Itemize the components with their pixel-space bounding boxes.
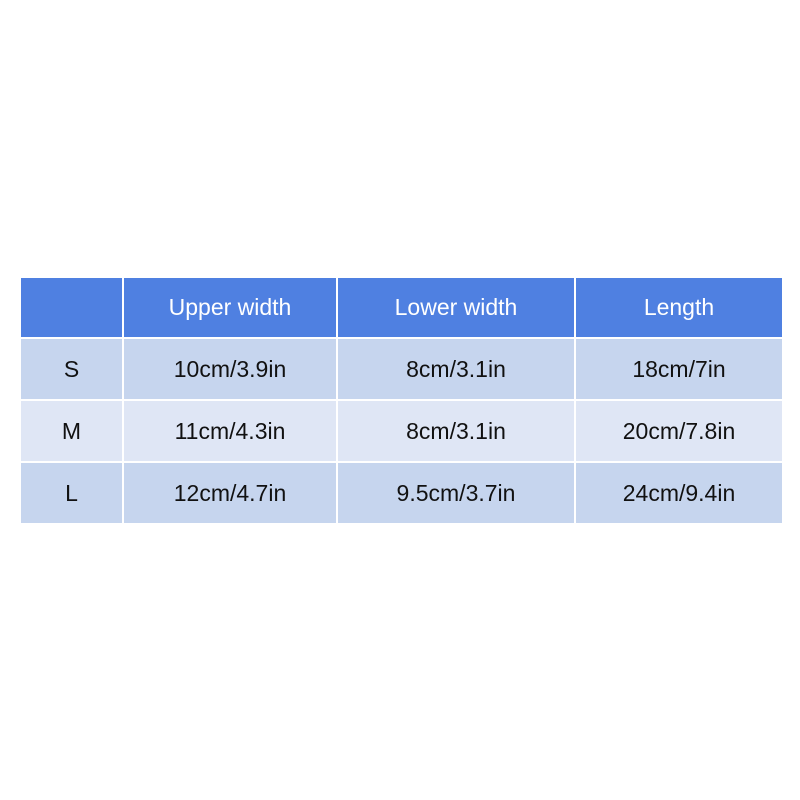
upper-width-cell: 11cm/4.3in — [122, 399, 338, 463]
table-row: S 10cm/3.9in 8cm/3.1in 18cm/7in — [19, 337, 784, 401]
table-row: L 12cm/4.7in 9.5cm/3.7in 24cm/9.4in — [19, 461, 784, 525]
upper-width-cell: 10cm/3.9in — [122, 337, 338, 401]
lower-width-cell: 8cm/3.1in — [336, 337, 576, 401]
length-cell: 20cm/7.8in — [574, 399, 784, 463]
header-lower-width: Lower width — [336, 276, 576, 339]
header-length: Length — [574, 276, 784, 339]
table-row: M 11cm/4.3in 8cm/3.1in 20cm/7.8in — [19, 399, 784, 463]
upper-width-cell: 12cm/4.7in — [122, 461, 338, 525]
length-cell: 18cm/7in — [574, 337, 784, 401]
length-cell: 24cm/9.4in — [574, 461, 784, 525]
header-row: Upper width Lower width Length — [19, 276, 784, 339]
size-cell: S — [19, 337, 124, 401]
size-cell: M — [19, 399, 124, 463]
size-chart-table: Upper width Lower width Length S 10cm/3.… — [19, 276, 784, 525]
lower-width-cell: 9.5cm/3.7in — [336, 461, 576, 525]
size-cell: L — [19, 461, 124, 525]
header-size — [19, 276, 124, 339]
lower-width-cell: 8cm/3.1in — [336, 399, 576, 463]
header-upper-width: Upper width — [122, 276, 338, 339]
